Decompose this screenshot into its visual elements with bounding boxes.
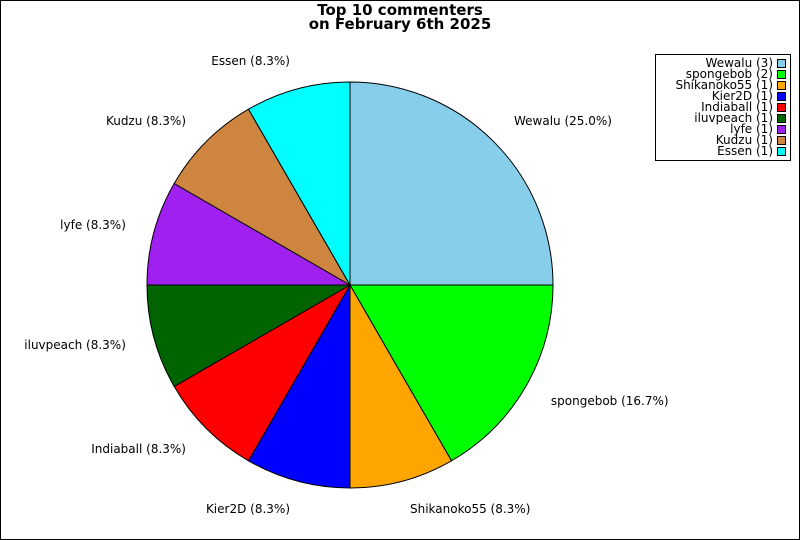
pie-slice-shikanoko55 <box>349 283 453 489</box>
legend-entry: Kudzu (1) <box>715 133 786 147</box>
legend-entry-label: lyfe (1) <box>730 122 773 136</box>
legend-entry: Indiaball (1) <box>701 100 786 114</box>
pie-slice-kudzu <box>173 108 352 287</box>
legend-entry: iluvpeach (1) <box>694 111 786 125</box>
legend-entry-label: Shikanoko55 (1) <box>675 78 773 92</box>
pie-slice-lyfe <box>146 182 352 286</box>
legend-entry: Shikanoko55 (1) <box>675 78 786 92</box>
legend-entry-label: Kudzu (1) <box>715 133 773 147</box>
slice-label-shikanoko55: Shikanoko55 (8.3%) <box>410 502 530 516</box>
slice-label-indiaball: Indiaball (8.3%) <box>91 442 186 456</box>
slice-label-spongebob: spongebob (16.7%) <box>551 394 669 408</box>
legend-entry-label: spongebob (2) <box>685 67 773 81</box>
chart-title-line-1: Top 10 commenters <box>317 1 483 19</box>
pie-slice-essen <box>247 81 351 287</box>
legend-entry: Essen (1) <box>717 144 786 158</box>
legend-swatch <box>777 81 786 90</box>
slice-label-kier2d: Kier2D (8.3%) <box>206 502 290 516</box>
pie-slice-wewalu <box>349 81 554 286</box>
legend-entry: spongebob (2) <box>685 67 786 81</box>
legend-swatch <box>777 114 786 123</box>
legend-swatch <box>777 70 786 79</box>
pie-slice-spongebob <box>349 284 554 462</box>
legend-swatch <box>777 136 786 145</box>
chart-title-line-2: on February 6th 2025 <box>308 15 492 33</box>
slice-label-iluvpeach: iluvpeach (8.3%) <box>24 338 126 352</box>
legend-swatch <box>777 125 786 134</box>
legend-entry: lyfe (1) <box>730 122 786 136</box>
legend-swatch <box>777 59 786 68</box>
pie-slice-iluvpeach <box>146 284 352 388</box>
legend-swatch <box>777 147 786 156</box>
legend-entry: Wewalu (3) <box>705 56 786 70</box>
legend-entry-label: Wewalu (3) <box>705 56 773 70</box>
slice-label-lyfe: lyfe (8.3%) <box>60 218 126 232</box>
slice-label-essen: Essen (8.3%) <box>211 54 290 68</box>
chart-legend: Wewalu (3) spongebob (2) Shikanoko55 (1) Ki… <box>655 54 791 161</box>
pie-slice-indiaball <box>173 283 352 462</box>
legend-entry-label: iluvpeach (1) <box>694 111 773 125</box>
legend-swatch <box>777 92 786 101</box>
slice-label-wewalu: Wewalu (25.0%) <box>514 114 612 128</box>
legend-swatch <box>777 103 786 112</box>
slice-label-kudzu: Kudzu (8.3%) <box>106 114 186 128</box>
pie-slice-kier2d <box>247 283 351 489</box>
legend-entry-label: Indiaball (1) <box>701 100 773 114</box>
legend-entry-label: Kier2D (1) <box>711 89 773 103</box>
legend-entry-label: Essen (1) <box>717 144 773 158</box>
legend-entry: Kier2D (1) <box>711 89 786 103</box>
